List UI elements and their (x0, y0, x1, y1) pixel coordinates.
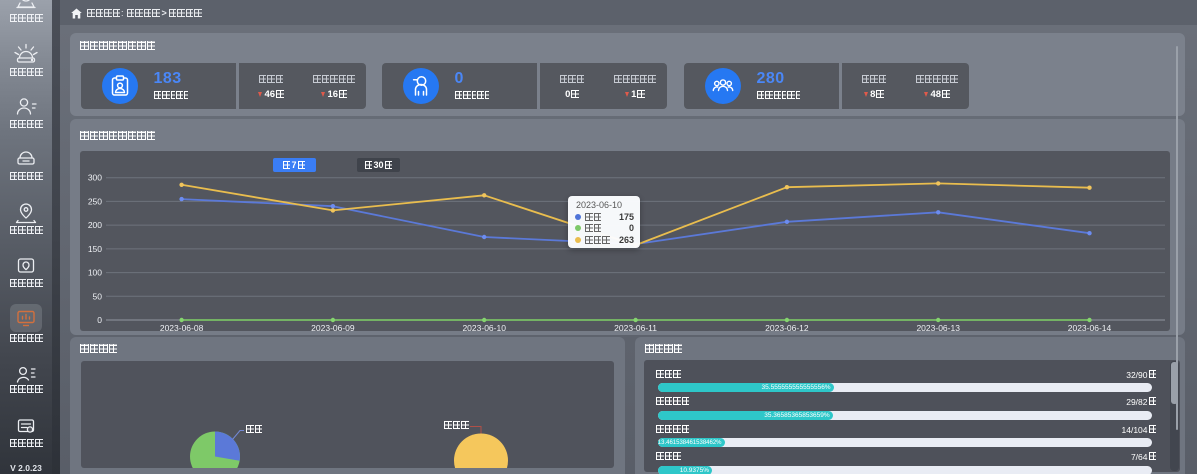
svg-text:2023-06-08: 2023-06-08 (160, 323, 204, 331)
svg-text:150: 150 (88, 244, 102, 254)
svg-text:250: 250 (88, 196, 102, 206)
svg-text:300: 300 (88, 173, 102, 183)
svg-text:2023-06-10: 2023-06-10 (462, 323, 506, 331)
svg-text:200: 200 (88, 220, 102, 230)
svg-text:2023-06-11: 2023-06-11 (614, 323, 657, 331)
svg-text:2023-06-13: 2023-06-13 (916, 323, 960, 331)
svg-text:2023-06-12: 2023-06-12 (765, 323, 809, 331)
svg-text:2023-06-09: 2023-06-09 (311, 323, 355, 331)
svg-text:2023-06-14: 2023-06-14 (1068, 323, 1112, 331)
svg-text:100: 100 (88, 268, 102, 278)
svg-text:0: 0 (97, 315, 102, 325)
svg-text:50: 50 (93, 291, 103, 301)
